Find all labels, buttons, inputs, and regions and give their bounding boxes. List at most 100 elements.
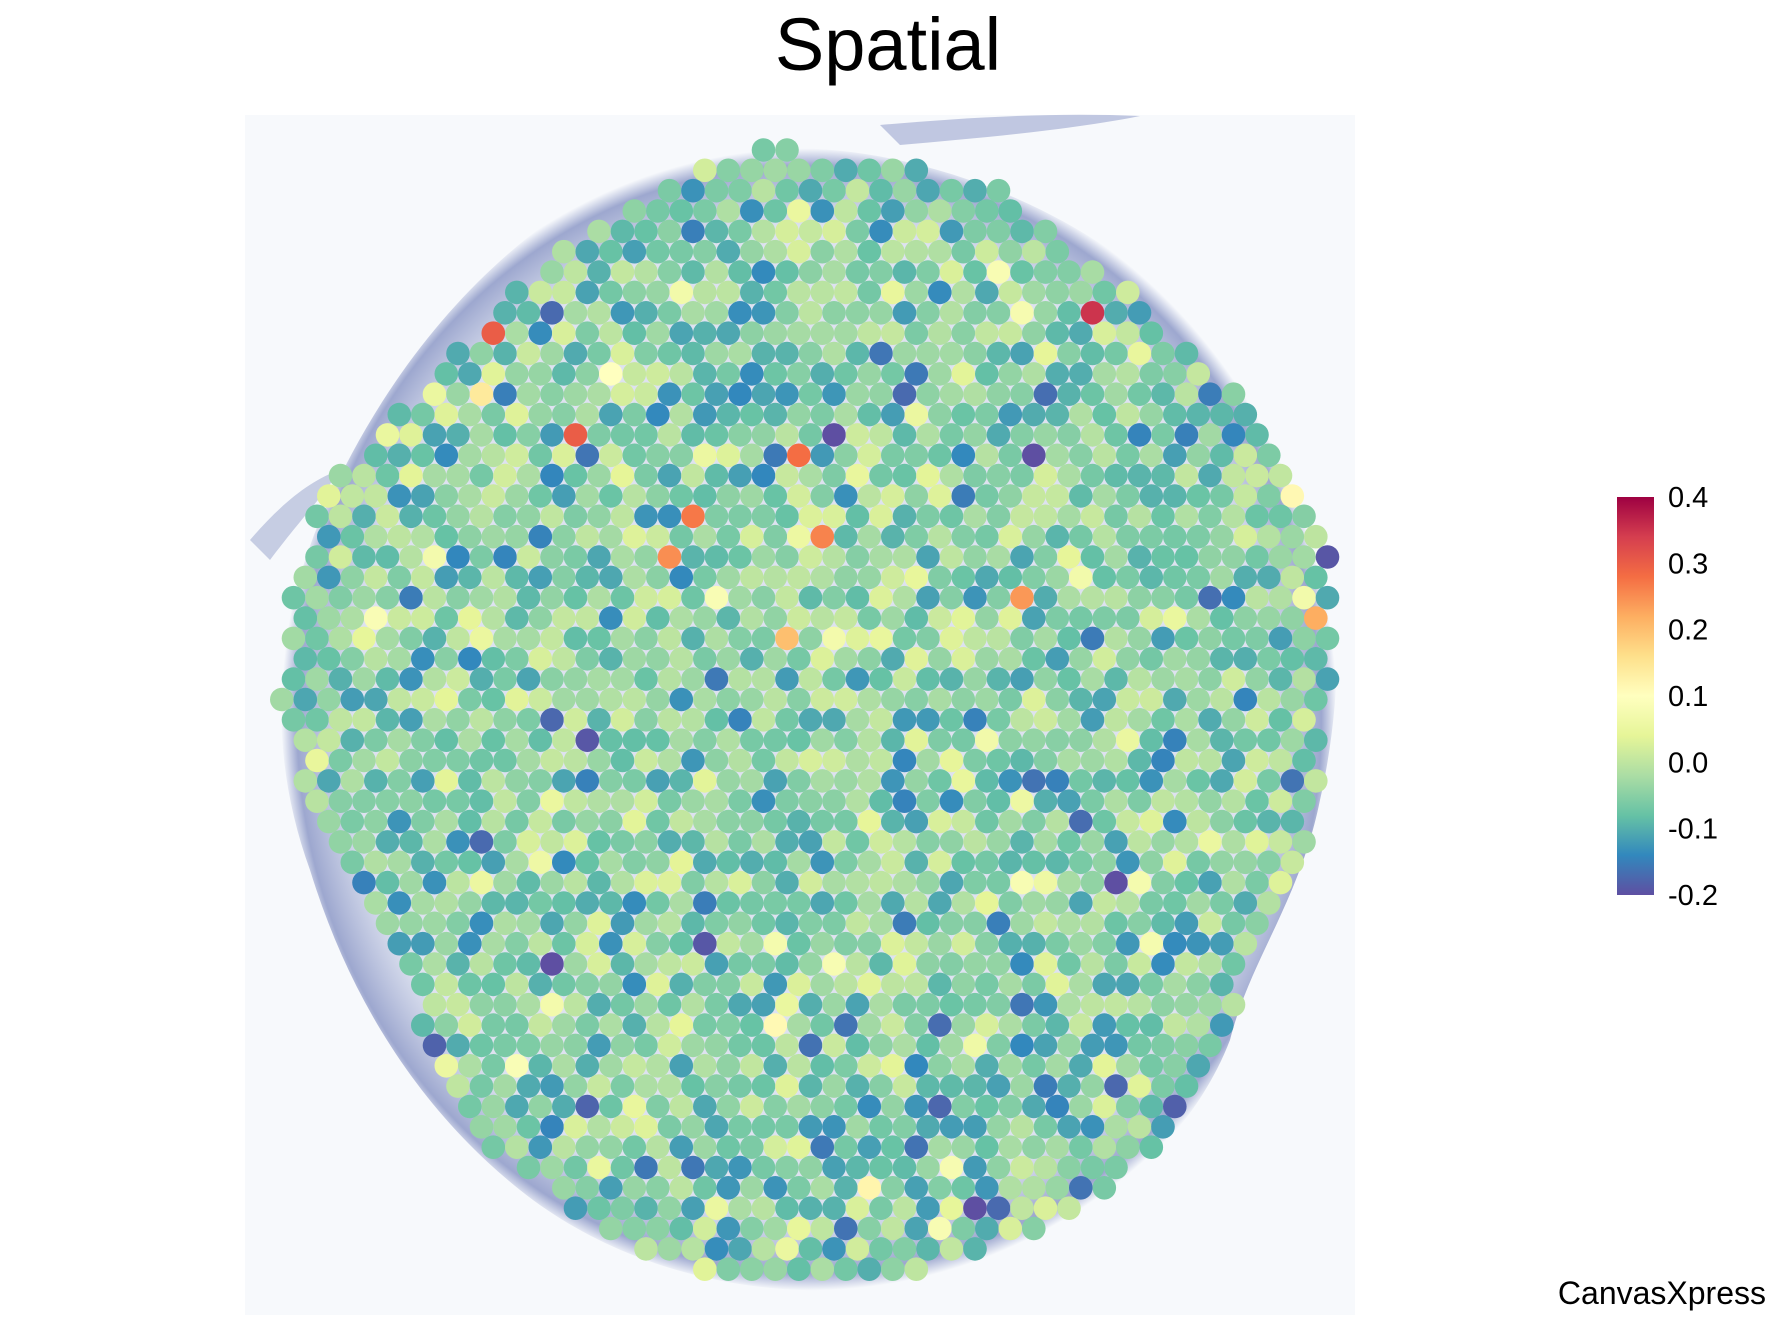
spot [1057, 382, 1081, 407]
spot [657, 1196, 682, 1220]
spot [622, 443, 647, 468]
spot [951, 1176, 976, 1200]
spot [810, 443, 835, 468]
spot [1045, 972, 1070, 997]
spot [340, 769, 365, 793]
spot [1186, 1013, 1211, 1037]
spot [552, 1013, 576, 1037]
spot [669, 565, 694, 590]
spot [657, 870, 682, 895]
spot [422, 382, 447, 407]
spot [975, 402, 999, 427]
spot [998, 1054, 1023, 1078]
spot [364, 484, 388, 508]
spot [986, 178, 1011, 203]
spot [939, 1237, 964, 1261]
spot [657, 382, 682, 407]
spot [1210, 565, 1234, 590]
spot [1139, 809, 1164, 834]
spot [563, 545, 588, 569]
spot [505, 647, 529, 671]
spot [986, 1196, 1011, 1220]
spot [610, 952, 635, 976]
spot [939, 748, 964, 773]
spot [1116, 972, 1140, 997]
spot [1116, 728, 1140, 752]
spot [834, 1094, 858, 1119]
spot [951, 850, 976, 875]
spot [822, 463, 846, 488]
spot [587, 423, 611, 447]
spot [1257, 443, 1281, 468]
spot [1104, 830, 1128, 854]
spot [1186, 402, 1211, 427]
spot [599, 362, 623, 386]
spot [1057, 341, 1081, 366]
spot [681, 463, 705, 488]
spot [1280, 484, 1305, 508]
spot [869, 341, 893, 366]
spot [1080, 870, 1105, 895]
spot [399, 626, 423, 651]
spot [434, 972, 459, 997]
spot [669, 687, 694, 712]
spot [763, 891, 788, 915]
spot [1151, 626, 1175, 651]
spot [646, 565, 670, 590]
spot [1233, 769, 1258, 793]
colorbar-gradient [1617, 497, 1654, 895]
spot [1127, 504, 1152, 529]
spot [716, 647, 741, 671]
spot [528, 809, 553, 834]
spot [552, 402, 576, 427]
spot [916, 463, 940, 488]
spot [610, 585, 635, 610]
spot [869, 178, 893, 203]
spot [1033, 382, 1058, 407]
spot [1069, 606, 1093, 630]
spot [775, 423, 799, 447]
spot [387, 728, 412, 752]
spot [834, 443, 858, 468]
spot [1104, 545, 1128, 569]
spot [728, 1115, 752, 1139]
spot [657, 178, 682, 203]
spot [1221, 911, 1246, 936]
spot [740, 769, 764, 793]
spot [575, 809, 600, 834]
spot [1186, 362, 1211, 386]
spot [798, 504, 823, 529]
spot [622, 524, 647, 549]
spot [1057, 789, 1081, 813]
spot [728, 423, 752, 447]
spot [610, 545, 635, 569]
spot [657, 626, 682, 651]
spot [1104, 1115, 1128, 1139]
spot [775, 1237, 799, 1261]
spot [1069, 362, 1093, 386]
spot [1198, 667, 1222, 691]
spot [763, 1054, 788, 1078]
spot [281, 667, 306, 691]
spot [446, 708, 470, 732]
spot [634, 301, 658, 325]
spot [575, 1135, 600, 1159]
spot [1010, 341, 1034, 366]
spot [422, 626, 447, 651]
spot [681, 1074, 705, 1098]
spot [469, 341, 494, 366]
spot [892, 585, 917, 610]
spot [775, 382, 799, 407]
spot [1292, 748, 1316, 773]
spot [1116, 443, 1140, 468]
spot [810, 524, 835, 549]
spot [1233, 606, 1258, 630]
spot [1045, 362, 1070, 386]
spot [892, 1196, 917, 1220]
spot [939, 178, 964, 203]
spot [458, 891, 482, 915]
spot [716, 321, 741, 346]
spot [693, 239, 717, 264]
spot [1163, 1094, 1187, 1119]
spot [986, 382, 1011, 407]
